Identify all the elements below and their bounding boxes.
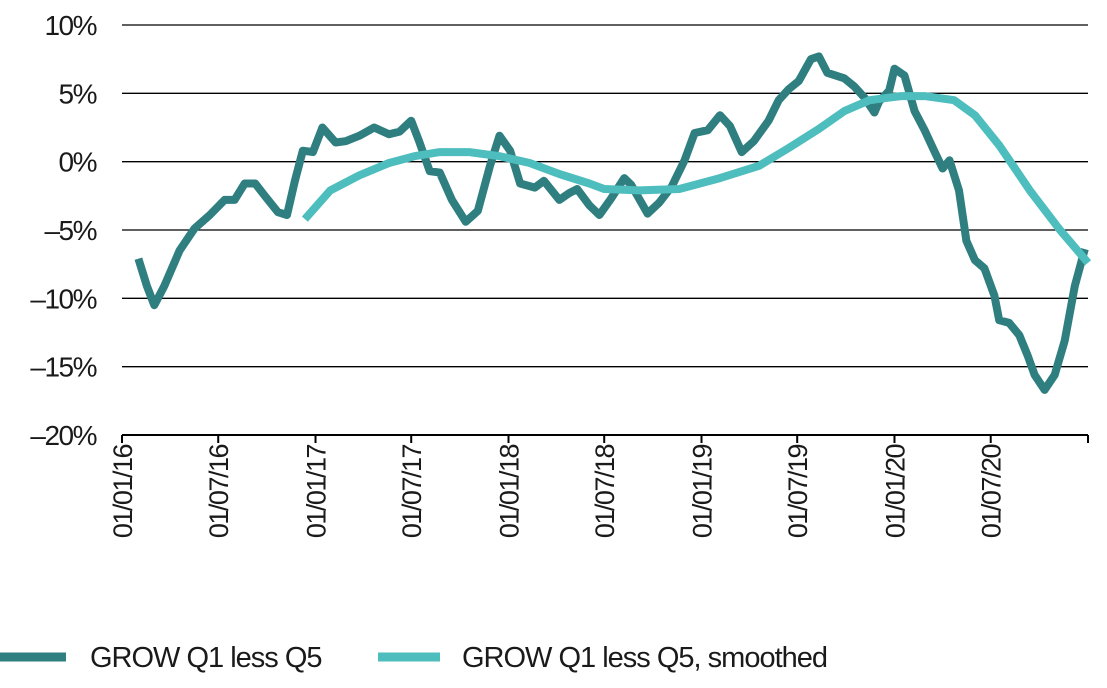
legend-label-smoothed: GROW Q1 less Q5, smoothed	[462, 642, 827, 674]
y-tick-label: 5%	[59, 78, 97, 109]
y-axis-tick-labels: 10% 5% 0% –5% –10% –15% –20%	[30, 10, 98, 451]
x-tick-label: 01/01/17	[302, 445, 332, 539]
legend-label-raw: GROW Q1 less Q5	[90, 642, 322, 674]
series-lines	[134, 52, 1092, 394]
x-axis: 01/01/16 01/07/16 01/01/17 01/07/17 01/01/18…	[108, 434, 1089, 539]
x-tick-label: 01/07/17	[397, 445, 427, 539]
x-tick-label: 01/01/19	[687, 445, 717, 539]
legend: GROW Q1 less Q5 GROW Q1 less Q5, smoothe…	[0, 642, 828, 674]
y-tick-label: –10%	[30, 283, 96, 314]
x-tick-label: 01/01/18	[495, 445, 525, 539]
series-line-raw	[134, 52, 1089, 394]
x-tick-label: 01/07/20	[977, 445, 1007, 539]
x-tick-label: 01/07/18	[590, 445, 620, 539]
gridlines	[122, 24, 1088, 368]
x-tick-label: 01/01/16	[108, 445, 138, 539]
y-tick-label: –20%	[30, 420, 96, 451]
y-tick-label: 0%	[59, 147, 97, 178]
series-line-smoothed	[301, 92, 1092, 266]
y-tick-label: –15%	[30, 352, 96, 383]
x-tick-label: 01/07/16	[204, 445, 234, 539]
y-tick-label: 10%	[44, 10, 96, 41]
x-tick-label: 01/01/20	[880, 445, 910, 539]
x-tick-label: 01/07/19	[783, 445, 813, 539]
y-tick-label: –5%	[44, 215, 96, 246]
